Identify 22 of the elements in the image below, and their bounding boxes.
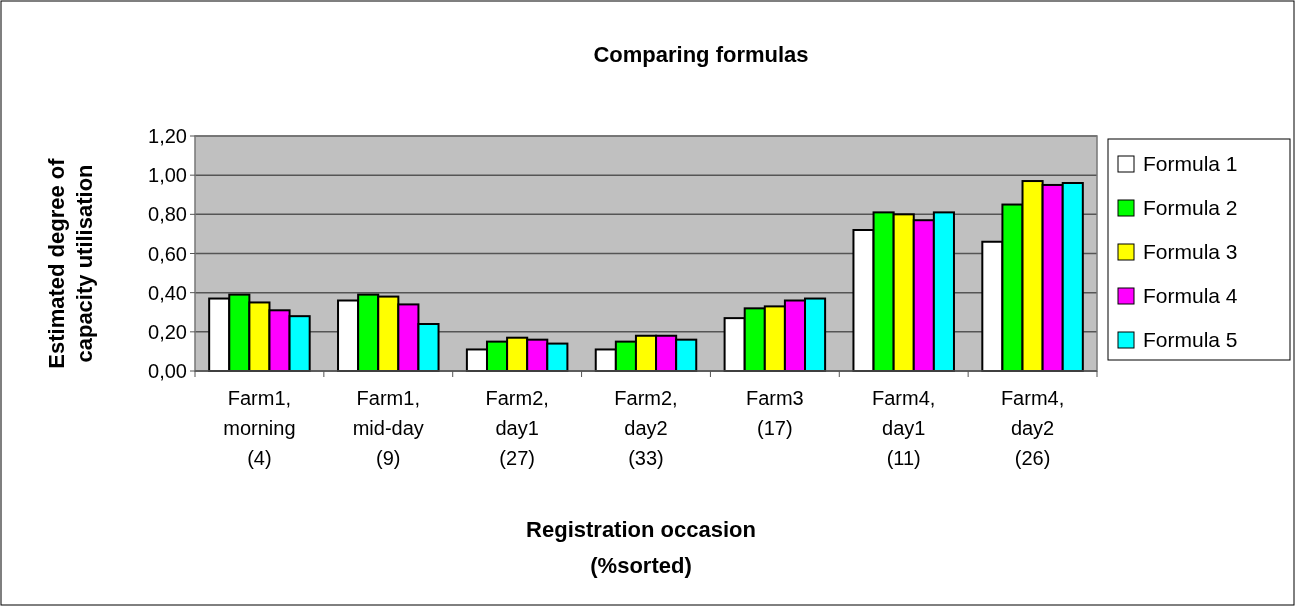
- legend-label: Formula 3: [1143, 240, 1238, 264]
- x-tick-label: Farm1, mid-day (9): [352, 387, 424, 469]
- chart-title: Comparing formulas: [593, 42, 809, 67]
- y-tick-label: 0,40: [148, 281, 187, 304]
- legend-label: Formula 4: [1143, 284, 1238, 308]
- x-tick-label: Farm4, day2 (26): [1000, 387, 1065, 469]
- y-axis-title: Estimated degree of capacity utilisation: [44, 157, 97, 369]
- x-tick-label: Farm4, day1 (11): [872, 387, 936, 469]
- x-tick-label: Farm1, morning (4): [223, 387, 296, 469]
- y-tick-label: 0,20: [148, 320, 187, 343]
- x-tick-label: Farm3 (17): [745, 387, 804, 439]
- y-tick-label: 0,60: [148, 242, 187, 265]
- x-tick-label: Farm2, day2 (33): [614, 387, 678, 469]
- legend-label: Formula 2: [1143, 196, 1238, 220]
- x-axis-title: Registration occasion (%sorted): [526, 517, 756, 578]
- x-tick-label: Farm2, day1 (27): [485, 387, 549, 469]
- y-tick-label: 0,00: [148, 360, 187, 382]
- legend-label: Formula 5: [1143, 328, 1238, 352]
- y-tick-label: 0,80: [148, 203, 187, 226]
- y-tick-label: 1,00: [148, 164, 187, 187]
- legend-label: Formula 1: [1143, 152, 1238, 176]
- y-tick-label: 1,20: [148, 125, 187, 147]
